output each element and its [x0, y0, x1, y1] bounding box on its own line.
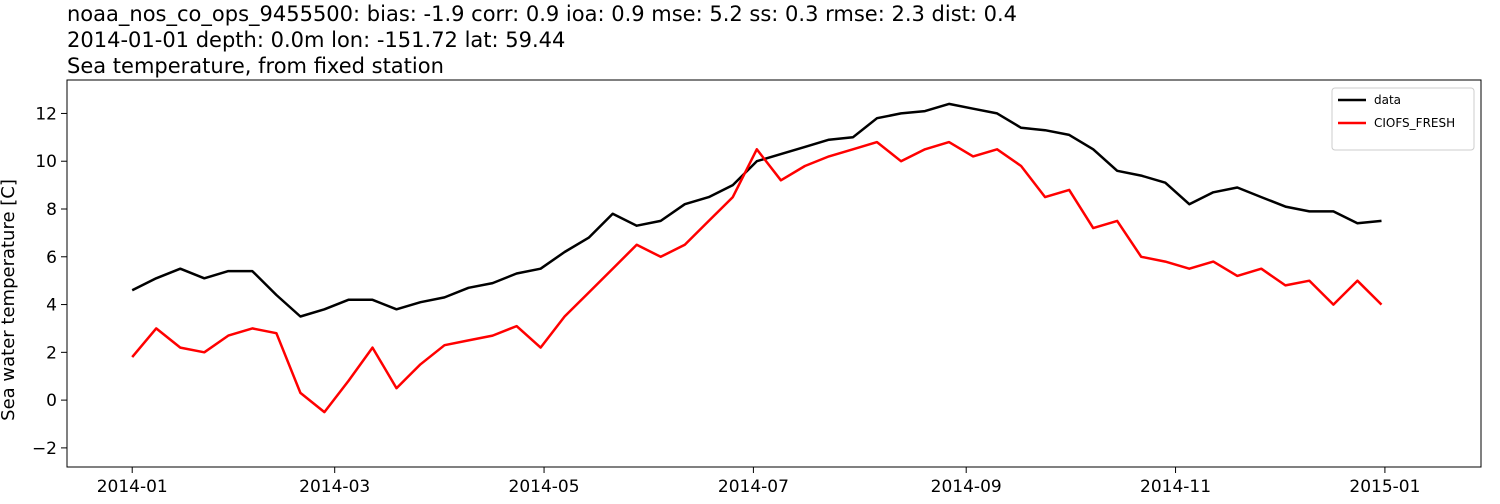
- legend-label: CIOFS_FRESH: [1374, 116, 1455, 130]
- legend-box: [1331, 87, 1475, 151]
- y-tick-label: 0: [46, 391, 57, 411]
- y-tick-label: 4: [46, 296, 57, 316]
- y-axis-label: Sea water temperature [C]: [0, 179, 19, 421]
- x-tick-label: 2014-05: [509, 477, 580, 497]
- plot-frame: [66, 79, 1482, 468]
- y-tick-label: 8: [46, 200, 57, 220]
- y-tick-label: 10: [35, 152, 57, 172]
- y-tick-label: −2: [32, 439, 57, 459]
- x-tick-label: 2014-01: [97, 477, 168, 497]
- chart-title: Sea temperature, from fixed station: [67, 54, 444, 78]
- x-tick-label: 2014-07: [718, 477, 789, 497]
- x-tick-label: 2015-01: [1349, 477, 1420, 497]
- y-tick-label: 12: [35, 104, 57, 124]
- y-tick-label: 2: [46, 343, 57, 363]
- legend-label: data: [1374, 93, 1401, 107]
- x-tick-label: 2014-09: [931, 477, 1002, 497]
- y-tick-label: 6: [46, 248, 57, 268]
- x-tick-label: 2014-11: [1140, 477, 1211, 497]
- chart-title: noaa_nos_co_ops_9455500: bias: -1.9 corr…: [67, 2, 1017, 27]
- x-tick-label: 2014-03: [299, 477, 370, 497]
- series-line: [131, 102, 1382, 318]
- chart-title: 2014-01-01 depth: 0.0m lon: -151.72 lat:…: [67, 28, 565, 52]
- series-line: [131, 140, 1383, 414]
